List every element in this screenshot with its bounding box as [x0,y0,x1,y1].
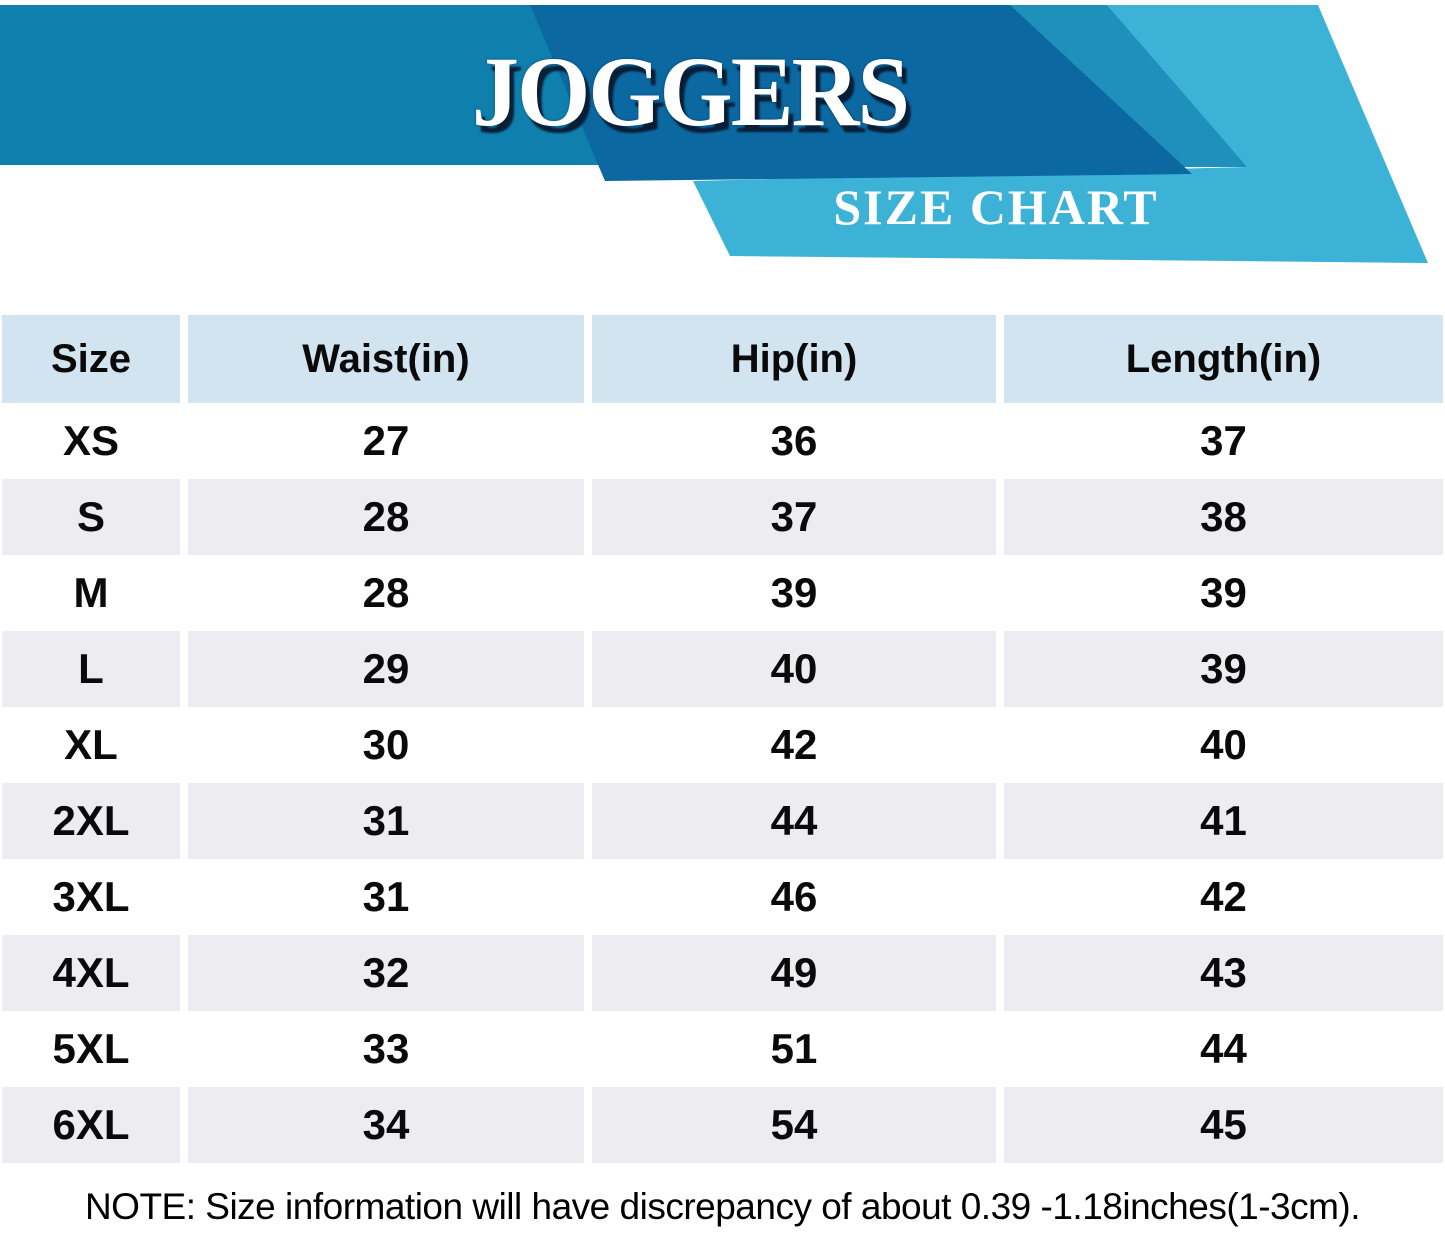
hip-cell: 46 [770,873,818,920]
banner-light-shape [693,5,1428,263]
hip-cell: 51 [770,1025,818,1072]
size-cell: M [73,569,109,616]
waist-cell: 27 [362,417,410,464]
length-cell: 41 [1004,783,1443,859]
table-row: L 29 40 39 [2,631,1443,707]
waist-cell: 28 [188,479,584,555]
page-subtitle: SIZE CHART [833,179,1159,235]
length-cell: 38 [1004,479,1443,555]
hip-cell: 36 [770,417,818,464]
waist-cell: 31 [362,873,410,920]
waist-cell: 29 [188,631,584,707]
waist-cell: 31 [188,783,584,859]
hip-cell: 37 [592,479,996,555]
banner-shapes [0,5,1428,263]
size-cell: XL [64,721,118,768]
size-cell: 3XL [52,873,130,920]
header-banner [0,0,1445,285]
table-row: 3XL 31 46 42 [2,859,1443,935]
column-header-size: Size [2,315,180,403]
length-cell: 39 [1200,569,1247,616]
hip-cell: 49 [592,935,996,1011]
length-cell: 42 [1200,873,1247,920]
page-title: JOGGERS [471,36,910,147]
size-cell: L [2,631,180,707]
table-row: 6XL 34 54 45 [2,1087,1443,1163]
table-row: 2XL 31 44 41 [2,783,1443,859]
waist-cell: 33 [362,1025,410,1072]
size-chart-body: XS 27 36 37 S 28 37 38 M 28 39 39 L 29 4… [2,403,1443,1163]
length-cell: 39 [1004,631,1443,707]
hip-cell: 54 [592,1087,996,1163]
hip-cell: 39 [770,569,818,616]
column-header-waist: Waist(in) [188,315,584,403]
table-header: Size Waist(in) Hip(in) Length(in) [2,315,1443,403]
size-cell: 2XL [2,783,180,859]
length-cell: 40 [1200,721,1247,768]
size-cell: 6XL [2,1087,180,1163]
size-chart-table: Size Waist(in) Hip(in) Length(in) XS 27 … [0,315,1445,1163]
hip-cell: 44 [592,783,996,859]
length-cell: 45 [1004,1087,1443,1163]
hip-cell: 42 [770,721,818,768]
table-row: S 28 37 38 [2,479,1443,555]
waist-cell: 34 [188,1087,584,1163]
length-cell: 43 [1004,935,1443,1011]
size-cell: XS [62,417,120,464]
banner-mid-stripe-shape [1010,5,1247,167]
table-row: 5XL 33 51 44 [2,1011,1443,1087]
table-row: XL 30 42 40 [2,707,1443,783]
table-row: XS 27 36 37 [2,403,1443,479]
length-cell: 44 [1200,1025,1247,1072]
waist-cell: 30 [362,721,410,768]
table-row: 4XL 32 49 43 [2,935,1443,1011]
note-text: NOTE: Size information will have discrep… [84,1186,1361,1227]
waist-cell: 28 [362,569,410,616]
table-header-row: Size Waist(in) Hip(in) Length(in) [2,315,1443,403]
size-cell: 4XL [2,935,180,1011]
column-header-hip: Hip(in) [592,315,996,403]
banner-dark-shape [530,5,1192,181]
column-header-length: Length(in) [1004,315,1443,403]
length-cell: 37 [1200,417,1247,464]
size-cell: 5XL [52,1025,130,1072]
waist-cell: 32 [188,935,584,1011]
size-cell: S [2,479,180,555]
hip-cell: 40 [592,631,996,707]
table-row: M 28 39 39 [2,555,1443,631]
